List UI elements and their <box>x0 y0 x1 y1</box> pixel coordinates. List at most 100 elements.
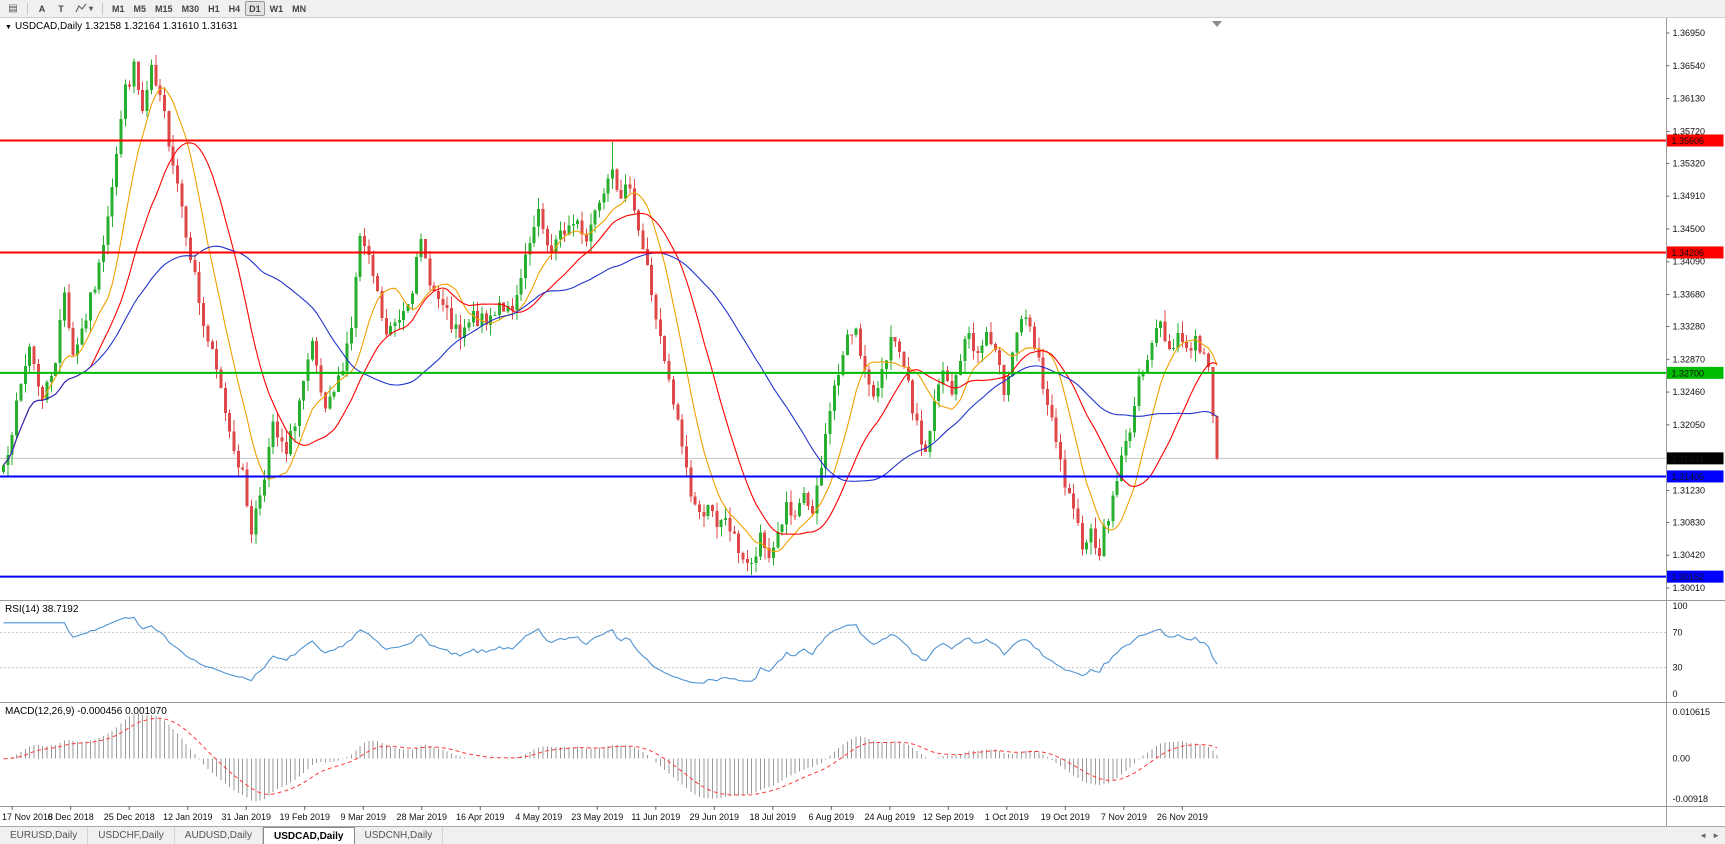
date-tick-label: 29 Jun 2019 <box>690 812 740 822</box>
text-annotation-t-button[interactable]: T <box>58 3 64 14</box>
rsi-line <box>3 616 1218 684</box>
tab-scroll-right-button[interactable]: ► <box>1712 831 1720 840</box>
top-toolbar: ▤ A T ▾ M1 M5 M15 M30 H1 H4 D1 W1 MN <box>0 0 1725 18</box>
timeframe-m5-button[interactable]: M5 <box>133 3 147 14</box>
tab-eurusd-daily[interactable]: EURUSD,Daily <box>0 827 89 844</box>
price-tick-label: 1.30420 <box>1673 550 1706 560</box>
price-tick-label: 1.30010 <box>1673 583 1706 593</box>
price-level-label: 1.32700 <box>1672 368 1705 378</box>
timeframe-h1-button[interactable]: H1 <box>208 3 220 14</box>
symbol-ohlc-label: ▼ USDCAD,Daily 1.32158 1.32164 1.31610 1.… <box>5 21 238 32</box>
price-tick-label: 1.32870 <box>1673 354 1706 364</box>
timeframe-w1-button[interactable]: W1 <box>269 3 284 14</box>
macd-pane[interactable]: 0.010615 0.00 -0.00918 <box>0 702 1725 807</box>
macd-tick-label: 0.010615 <box>1673 707 1711 717</box>
date-tick-label: 12 Sep 2019 <box>923 812 974 822</box>
price-tick-label: 1.30830 <box>1673 517 1706 527</box>
macd-histogram <box>7 713 1218 802</box>
timeframe-m15-button[interactable]: M15 <box>155 3 173 14</box>
date-tick-label: 6 Aug 2019 <box>809 812 855 822</box>
price-level-label: 1.35606 <box>1672 136 1705 146</box>
date-tick-label: 12 Jan 2019 <box>163 812 213 822</box>
price-tick-label: 1.36540 <box>1673 61 1706 71</box>
price-tick-label: 1.34910 <box>1673 191 1706 201</box>
symbol-period-ohlc-text: USDCAD,Daily 1.32158 1.32164 1.31610 1.3… <box>14 21 238 32</box>
rsi-tick-label: 0 <box>1673 689 1678 699</box>
date-tick-label: 7 Nov 2019 <box>1101 812 1147 822</box>
horizontal-line[interactable]: 1.35606 <box>0 134 1724 147</box>
rsi-tick-label: 70 <box>1673 627 1683 637</box>
price-tick-label: 1.34500 <box>1673 224 1706 234</box>
macd-tick-label: 0.00 <box>1673 754 1691 764</box>
horizontal-line[interactable]: 1.31405 <box>0 470 1724 483</box>
timeframe-h4-button[interactable]: H4 <box>228 3 241 14</box>
candles-layer <box>2 55 1219 576</box>
tab-usdchf-daily[interactable]: USDCHF,Daily <box>88 827 175 844</box>
window-grid-icon: ▤ <box>8 3 18 14</box>
price-tick-label: 1.36130 <box>1673 94 1706 104</box>
rsi-indicator-label: RSI(14) 38.7192 <box>5 604 79 615</box>
chart-window[interactable]: 1.36950 1.36540 1.36130 1.35720 1.35320 1.349… <box>0 18 1725 826</box>
main-chart-svg[interactable]: 1.36950 1.36540 1.36130 1.35720 1.35320 1.349… <box>0 18 1725 826</box>
chevron-down-icon: ▾ <box>89 4 94 13</box>
date-tick-label: 9 Mar 2019 <box>340 812 386 822</box>
date-tick-label: 1 Oct 2019 <box>985 812 1029 822</box>
price-tick-label: 1.31230 <box>1673 485 1706 495</box>
price-axis[interactable]: 1.36950 1.36540 1.36130 1.35720 1.35320 1.349… <box>1666 18 1706 826</box>
horizontal-line[interactable]: 1.32700 <box>0 366 1724 379</box>
price-tick-label: 1.32050 <box>1673 420 1706 430</box>
date-tick-label: 17 Nov 2018 <box>2 812 53 822</box>
date-tick-label: 6 Dec 2018 <box>48 812 94 822</box>
toolbar-separator <box>102 2 104 15</box>
date-tick-label: 23 May 2019 <box>571 812 623 822</box>
one-click-trading-toggle[interactable]: ▼ <box>5 24 12 31</box>
tab-usdcnh-daily[interactable]: USDCNH,Daily <box>355 827 444 844</box>
indicator-dropdown-button[interactable]: ▾ <box>71 1 97 16</box>
chart-shift-marker[interactable] <box>1212 21 1222 27</box>
macd-tick-label: -0.00918 <box>1673 794 1709 804</box>
price-pane[interactable] <box>0 55 1666 576</box>
date-tick-label: 16 Apr 2019 <box>456 812 505 822</box>
macd-signal-line <box>3 717 1218 796</box>
zigzag-icon <box>75 3 87 13</box>
date-tick-label: 18 Jul 2019 <box>750 812 797 822</box>
ma-10-line <box>3 87 1218 553</box>
current-price-label: 1.31631 <box>1672 454 1705 464</box>
price-tick-label: 1.34090 <box>1673 257 1706 267</box>
ma-45-line <box>3 245 1218 482</box>
tab-scroll-left-button[interactable]: ◄ <box>1699 831 1708 840</box>
current-price-marker: 1.31631 <box>1667 452 1724 465</box>
tab-usdcad-daily[interactable]: USDCAD,Daily <box>263 827 355 844</box>
chart-tab-bar: EURUSD,Daily USDCHF,Daily AUDUSD,Daily U… <box>0 826 1725 844</box>
text-annotation-a-button[interactable]: A <box>38 3 46 14</box>
timeframe-m1-button[interactable]: M1 <box>112 3 125 14</box>
price-tick-label: 1.36950 <box>1673 28 1706 38</box>
rsi-tick-label: 100 <box>1673 601 1688 611</box>
date-tick-label: 28 Mar 2019 <box>396 812 447 822</box>
charts-grid-button[interactable]: ▤ <box>4 1 22 16</box>
horizontal-line[interactable]: 1.34206 <box>0 246 1724 259</box>
timeframe-mn-button[interactable]: MN <box>292 3 307 14</box>
price-tick-label: 1.35720 <box>1673 126 1706 136</box>
date-tick-label: 11 Jun 2019 <box>631 812 680 822</box>
timeframe-d1-button[interactable]: D1 <box>245 1 265 16</box>
tab-audusd-daily[interactable]: AUDUSD,Daily <box>175 827 264 844</box>
date-tick-label: 26 Nov 2019 <box>1157 812 1208 822</box>
rsi-pane[interactable]: 100 70 30 0 <box>0 600 1725 700</box>
date-tick-label: 25 Dec 2018 <box>104 812 155 822</box>
date-tick-label: 24 Aug 2019 <box>865 812 916 822</box>
toolbar-separator <box>27 2 28 15</box>
timeframe-m30-button[interactable]: M30 <box>181 3 200 14</box>
ma-21-line <box>3 142 1218 535</box>
horizontal-line[interactable]: 1.30152 <box>0 570 1724 583</box>
price-tick-label: 1.33680 <box>1673 290 1706 300</box>
date-tick-label: 4 May 2019 <box>515 812 562 822</box>
price-level-label: 1.30152 <box>1672 572 1705 582</box>
price-tick-label: 1.32460 <box>1673 387 1706 397</box>
macd-indicator-label: MACD(12,26,9) -0.000456 0.001070 <box>5 706 167 717</box>
date-tick-label: 31 Jan 2019 <box>221 812 271 822</box>
price-level-label: 1.34206 <box>1672 248 1705 258</box>
rsi-tick-label: 30 <box>1673 663 1683 673</box>
